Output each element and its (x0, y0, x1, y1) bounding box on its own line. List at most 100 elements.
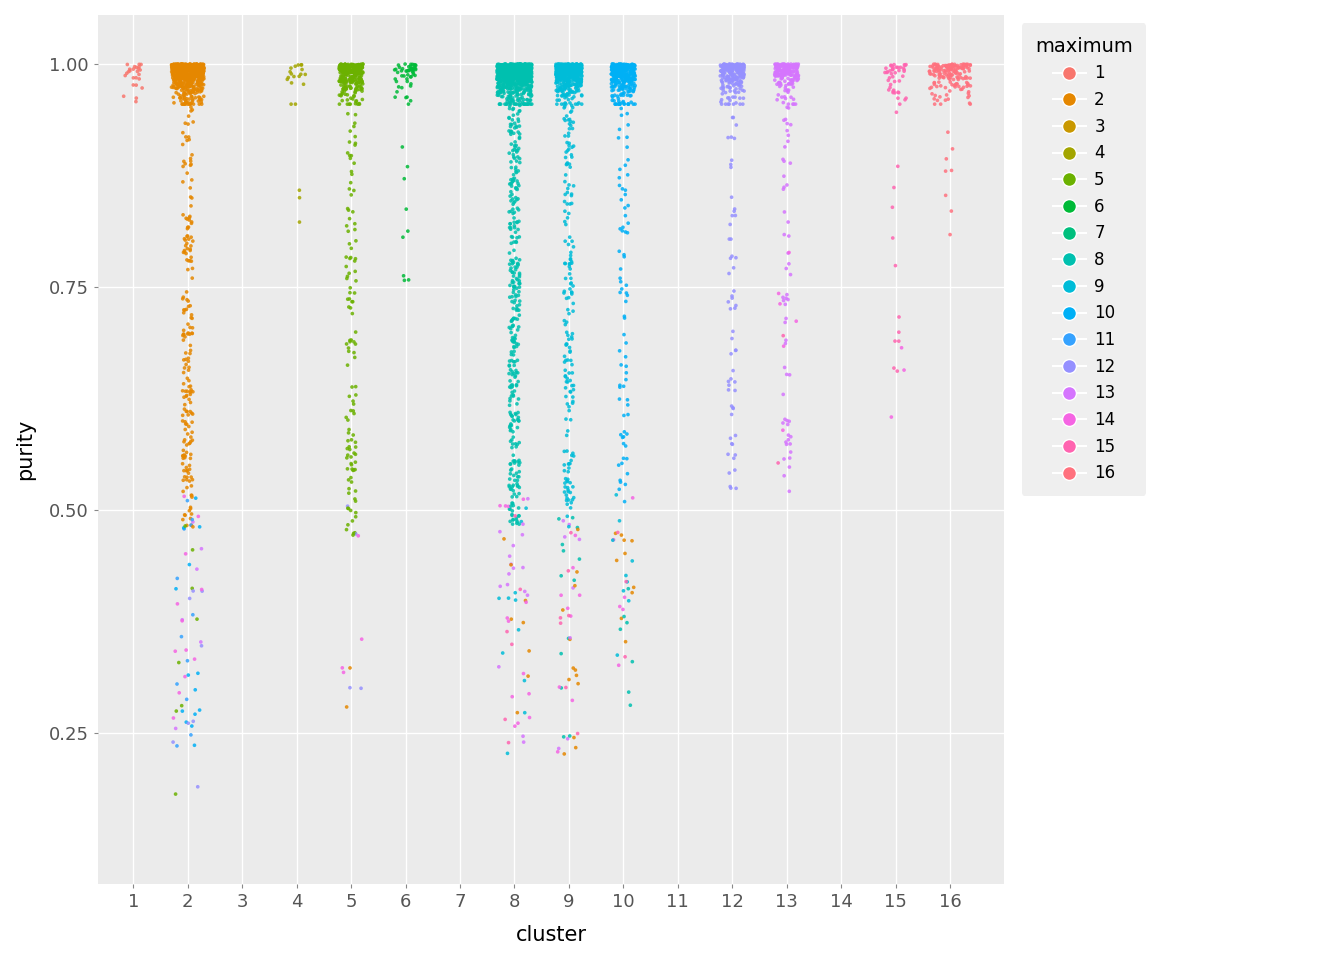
Point (508, 66, 530, 82)
Point (508, 68, 530, 84)
Point (550, 69, 571, 84)
Point (337, 64, 359, 80)
Point (347, 72, 368, 87)
Point (493, 59, 515, 74)
Point (511, 78, 532, 93)
Point (513, 66, 535, 82)
Point (780, 58, 801, 73)
Point (507, 84, 528, 100)
Point (773, 154, 794, 169)
Point (337, 472, 359, 488)
Point (489, 96, 511, 111)
Point (175, 59, 196, 74)
Point (180, 66, 202, 82)
Point (874, 65, 895, 81)
Point (508, 65, 530, 81)
Point (720, 58, 742, 73)
Point (567, 57, 589, 72)
Point (504, 60, 526, 75)
Point (562, 445, 583, 461)
Point (190, 90, 211, 106)
Point (520, 59, 542, 74)
Point (775, 437, 797, 452)
Point (560, 412, 582, 427)
Point (726, 481, 747, 496)
Point (507, 300, 528, 316)
Point (616, 439, 637, 454)
Point (781, 59, 802, 74)
Point (620, 88, 641, 104)
Point (562, 365, 583, 380)
Point (606, 65, 628, 81)
Point (341, 62, 363, 78)
Point (563, 60, 585, 76)
Y-axis label: purity: purity (15, 419, 35, 480)
Point (491, 60, 512, 75)
Point (516, 65, 538, 81)
Point (501, 60, 523, 75)
Point (340, 75, 362, 90)
Point (715, 59, 737, 74)
Point (508, 469, 530, 485)
Point (173, 352, 195, 368)
Point (337, 357, 359, 372)
Point (785, 62, 806, 78)
Point (513, 83, 535, 98)
Point (345, 76, 367, 91)
Point (492, 81, 513, 96)
Point (185, 65, 207, 81)
Point (731, 79, 753, 94)
Point (617, 60, 638, 75)
Point (519, 59, 540, 74)
Point (558, 456, 579, 471)
Point (500, 155, 521, 170)
Point (610, 66, 632, 82)
Point (348, 61, 370, 77)
Point (882, 69, 903, 84)
Point (173, 463, 195, 478)
Point (520, 72, 542, 87)
Point (332, 93, 353, 108)
Point (183, 58, 204, 73)
Point (167, 66, 188, 82)
Point (505, 511, 527, 526)
Point (715, 62, 737, 78)
Point (507, 437, 528, 452)
Point (610, 108, 632, 123)
Point (520, 83, 542, 98)
Point (169, 61, 191, 77)
Point (184, 60, 206, 76)
Point (775, 63, 797, 79)
Point (771, 89, 793, 105)
Point (763, 72, 785, 87)
Point (552, 602, 574, 617)
Point (511, 60, 532, 76)
Point (509, 266, 531, 281)
Point (605, 96, 626, 111)
Point (501, 57, 523, 72)
Point (503, 334, 524, 349)
Point (731, 74, 753, 89)
Point (780, 367, 801, 382)
Point (493, 78, 515, 93)
Point (511, 69, 532, 84)
Point (562, 91, 583, 107)
Point (605, 78, 626, 93)
Point (720, 251, 742, 266)
Point (616, 66, 637, 82)
Point (343, 156, 364, 171)
Point (500, 57, 521, 72)
Point (181, 424, 203, 440)
Point (501, 92, 523, 108)
Point (500, 124, 521, 139)
Point (181, 472, 203, 488)
Point (609, 60, 630, 75)
Point (562, 60, 583, 75)
Point (716, 59, 738, 74)
Point (726, 76, 747, 91)
Point (173, 81, 195, 96)
Point (173, 245, 195, 260)
Point (492, 61, 513, 77)
Point (550, 58, 571, 73)
Point (563, 60, 585, 75)
